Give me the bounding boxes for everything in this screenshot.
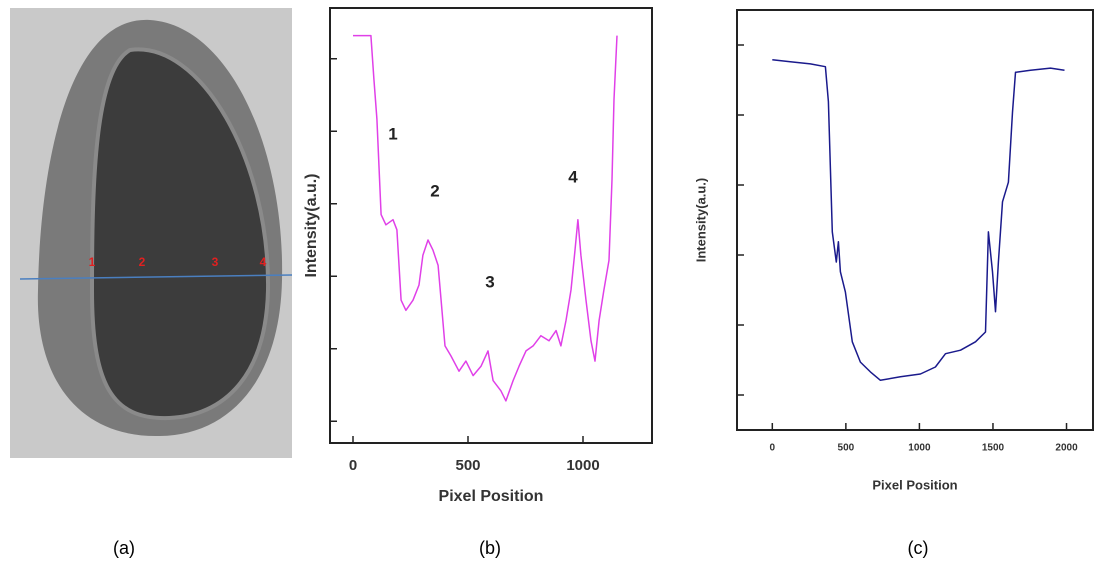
caption: (a)	[113, 538, 135, 558]
x-tick-label: 0	[770, 443, 776, 454]
specimen-image	[10, 8, 293, 458]
caption: (c)	[908, 538, 929, 558]
x-tick-label: 0	[349, 457, 357, 474]
x-tick-label: 1000	[566, 457, 599, 474]
caption: (b)	[479, 538, 501, 558]
annotation: 4	[568, 167, 578, 186]
y-axis-label: Intensity(a.u.)	[693, 178, 708, 263]
profile-line	[19, 274, 293, 280]
x-tick-label: 500	[455, 457, 480, 474]
y-axis-label: Intensity(a.u.)	[303, 173, 320, 277]
annotation: 3	[485, 272, 494, 291]
x-axis-label: Pixel Position	[872, 477, 957, 492]
x-tick-label: 2000	[1055, 443, 1078, 454]
x-axis-label: Pixel Position	[439, 488, 544, 505]
point-label: 2	[139, 255, 146, 269]
point-label: 1	[89, 255, 96, 269]
x-tick-label: 1000	[908, 443, 931, 454]
x-tick-label: 500	[838, 443, 855, 454]
x-tick-label: 1500	[982, 443, 1005, 454]
plot-frame	[736, 9, 1094, 431]
plot-frame	[329, 7, 653, 444]
data-line	[353, 34, 618, 402]
point-label: 4	[260, 255, 267, 269]
seed-inner	[89, 47, 271, 421]
data-line	[772, 58, 1065, 382]
annotation: 2	[430, 181, 439, 200]
annotation: 1	[388, 124, 397, 143]
point-label: 3	[212, 255, 219, 269]
